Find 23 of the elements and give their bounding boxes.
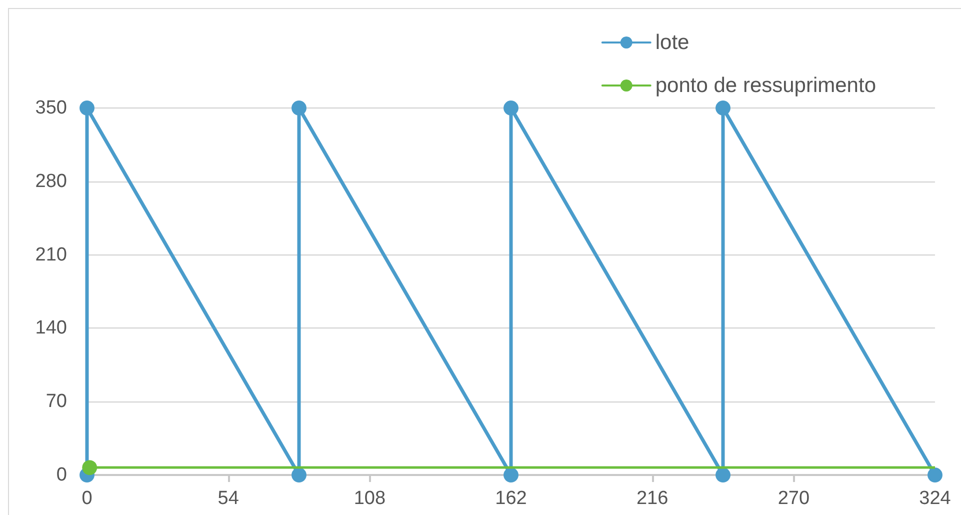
y-tick-label: 140 bbox=[35, 318, 67, 339]
y-tick-label: 210 bbox=[35, 244, 67, 266]
y-tick-label: 70 bbox=[46, 391, 67, 412]
x-tick-label: 162 bbox=[495, 488, 527, 509]
y-tick-label: 280 bbox=[35, 170, 67, 192]
y-tick-label: 0 bbox=[56, 464, 67, 486]
point bbox=[292, 468, 306, 482]
x-tick-label: 0 bbox=[82, 488, 92, 509]
x-tick-label: 108 bbox=[354, 488, 386, 509]
point bbox=[504, 100, 518, 116]
legend-label: ponto de ressuprimento bbox=[655, 74, 876, 97]
point bbox=[80, 100, 94, 116]
point bbox=[928, 468, 942, 482]
y-tick-label: 350 bbox=[35, 98, 67, 118]
point bbox=[716, 468, 730, 482]
point bbox=[716, 100, 730, 116]
x-tick-label: 216 bbox=[636, 488, 668, 509]
legend-label: lote bbox=[655, 31, 690, 54]
x-tick-label: 270 bbox=[778, 488, 810, 509]
x-tick-label: 54 bbox=[218, 488, 240, 509]
point bbox=[504, 468, 518, 482]
point bbox=[292, 100, 306, 116]
x-tick-label: 324 bbox=[919, 488, 952, 509]
